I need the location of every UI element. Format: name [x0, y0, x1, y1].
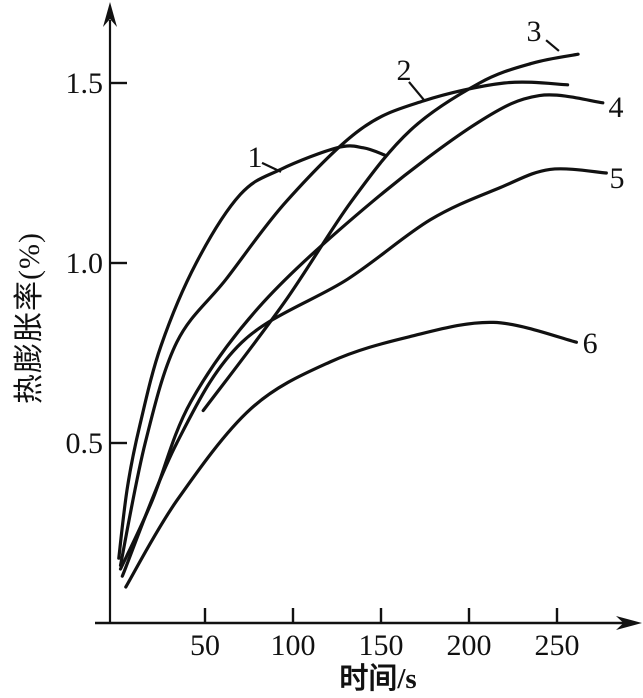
x-tick-label: 50	[190, 629, 220, 662]
curve-4-label: 4	[608, 91, 623, 124]
y-tick-label: 1.0	[66, 247, 104, 280]
curve-4-path	[118, 93, 605, 571]
curve-1-label: 1	[247, 141, 262, 174]
curve-2-label: 2	[397, 54, 412, 87]
y-tick-label: 0.5	[66, 427, 104, 460]
curve-6-path	[124, 320, 578, 589]
x-tick-label: 100	[271, 629, 316, 662]
curve-3-path	[201, 52, 580, 413]
y-tick-label: 1.5	[66, 67, 104, 100]
x-axis-arrow-icon	[616, 616, 642, 630]
y-axis-arrow-icon	[103, 2, 117, 27]
curve-2-leader-line	[408, 81, 425, 101]
x-tick-label: 200	[447, 629, 492, 662]
curve-1-path	[117, 144, 387, 560]
curve-6-label: 6	[583, 327, 598, 360]
curve-5-label: 5	[610, 162, 625, 195]
y-axis-title: 热膨胀率(%)	[13, 232, 46, 404]
x-tick-label: 250	[535, 629, 580, 662]
curve-5-path	[120, 167, 608, 578]
curve-1-leader-line	[261, 161, 282, 173]
x-axis-title: 时间/s	[339, 663, 417, 695]
curve-2-path	[118, 80, 570, 567]
curve-3-leader-line	[545, 39, 560, 52]
x-tick-label: 150	[359, 629, 404, 662]
curve-3-label: 3	[526, 15, 541, 48]
